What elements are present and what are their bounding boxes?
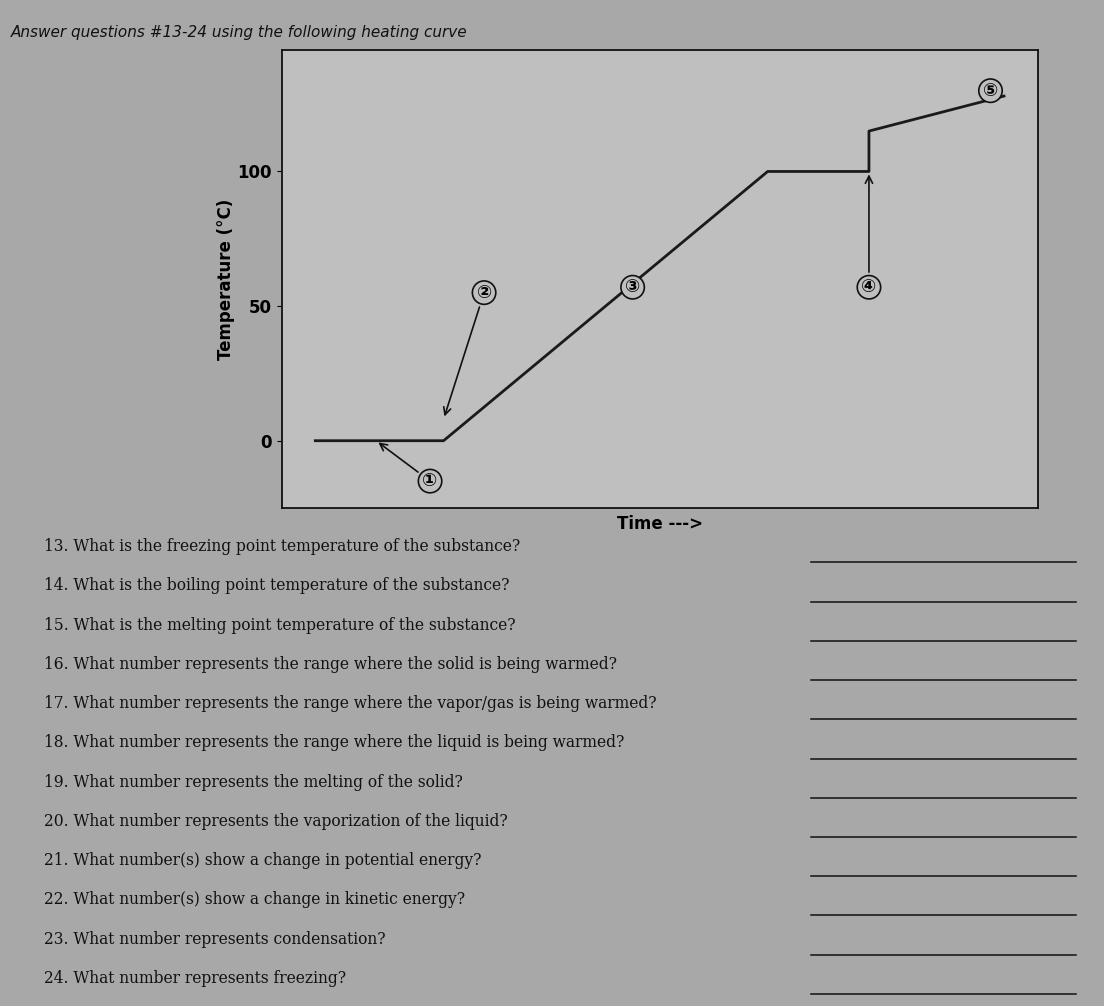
Text: 13. What is the freezing point temperature of the substance?: 13. What is the freezing point temperatu… xyxy=(44,538,520,555)
X-axis label: Time --->: Time ---> xyxy=(616,515,703,533)
Text: Answer questions #13-24 using the following heating curve: Answer questions #13-24 using the follow… xyxy=(11,25,468,40)
Y-axis label: Temperature (°C): Temperature (°C) xyxy=(216,198,234,360)
Text: 22. What number(s) show a change in kinetic energy?: 22. What number(s) show a change in kine… xyxy=(44,891,465,908)
Text: 18. What number represents the range where the liquid is being warmed?: 18. What number represents the range whe… xyxy=(44,734,625,751)
Text: 16. What number represents the range where the solid is being warmed?: 16. What number represents the range whe… xyxy=(44,656,617,673)
Text: 15. What is the melting point temperature of the substance?: 15. What is the melting point temperatur… xyxy=(44,617,516,634)
Text: ①: ① xyxy=(380,444,437,490)
Text: 14. What is the boiling point temperature of the substance?: 14. What is the boiling point temperatur… xyxy=(44,577,510,595)
Text: ⑤: ⑤ xyxy=(983,81,998,100)
Text: ④: ④ xyxy=(861,176,877,296)
Text: 21. What number(s) show a change in potential energy?: 21. What number(s) show a change in pote… xyxy=(44,852,481,869)
Text: ②: ② xyxy=(444,284,491,414)
Text: 20. What number represents the vaporization of the liquid?: 20. What number represents the vaporizat… xyxy=(44,813,508,830)
Text: 17. What number represents the range where the vapor/gas is being warmed?: 17. What number represents the range whe… xyxy=(44,695,657,712)
Text: 23. What number represents condensation?: 23. What number represents condensation? xyxy=(44,931,385,948)
Text: 24. What number represents freezing?: 24. What number represents freezing? xyxy=(44,970,347,987)
Text: 19. What number represents the melting of the solid?: 19. What number represents the melting o… xyxy=(44,774,463,791)
Text: ③: ③ xyxy=(625,279,640,296)
